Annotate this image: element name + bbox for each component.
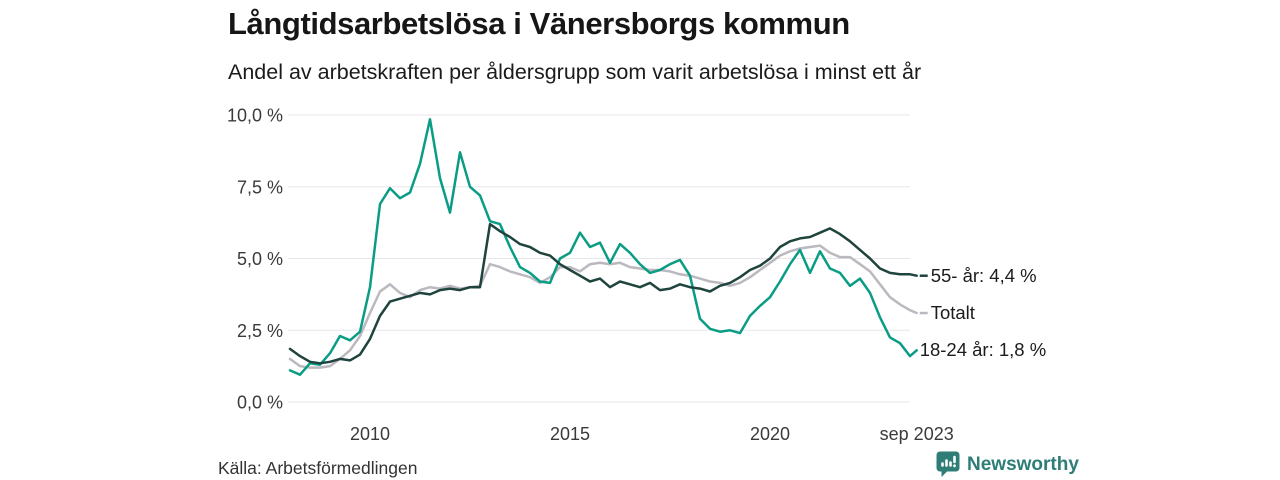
- series-line-Totalt: [288, 244, 918, 369]
- y-axis-tick-label: 2,5 %: [237, 321, 283, 341]
- brand-name: Newsworthy: [967, 453, 1079, 475]
- y-axis-tick-label: 0,0 %: [237, 393, 283, 413]
- x-axis-tick-label: sep 2023: [880, 424, 954, 444]
- chart-subtitle: Andel av arbetskraften per åldersgrupp s…: [228, 60, 922, 84]
- newsworthy-logo: Newsworthy: [936, 451, 1079, 478]
- x-axis-tick-label: 2010: [350, 424, 390, 444]
- series-end-label-18-24: 18-24 år: 1,8 %: [919, 339, 1047, 361]
- x-axis-tick-label: 2015: [550, 424, 590, 444]
- y-axis-tick-label: 7,5 %: [237, 177, 283, 197]
- page-title: Långtidsarbetslösa i Vänersborgs kommun: [228, 6, 850, 41]
- series-end-label-totalt: Totalt: [930, 302, 975, 324]
- y-axis-tick-label: 5,0 %: [237, 249, 283, 269]
- source-note: Källa: Arbetsförmedlingen: [218, 458, 418, 478]
- x-axis-tick-label: 2020: [750, 424, 790, 444]
- newsworthy-chart-bubble-icon: [936, 451, 960, 477]
- y-axis-tick-label: 10,0 %: [227, 106, 283, 126]
- series-end-label-55: 55- år: 4,4 %: [930, 264, 1037, 286]
- series-line-18-24r: [288, 118, 918, 376]
- series-line-55-r: [288, 222, 918, 365]
